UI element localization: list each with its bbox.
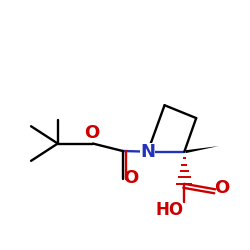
Text: N: N <box>140 143 155 161</box>
Text: O: O <box>214 179 229 197</box>
Text: O: O <box>84 124 99 142</box>
Text: O: O <box>123 169 138 187</box>
Polygon shape <box>186 146 219 153</box>
Text: HO: HO <box>156 201 184 219</box>
